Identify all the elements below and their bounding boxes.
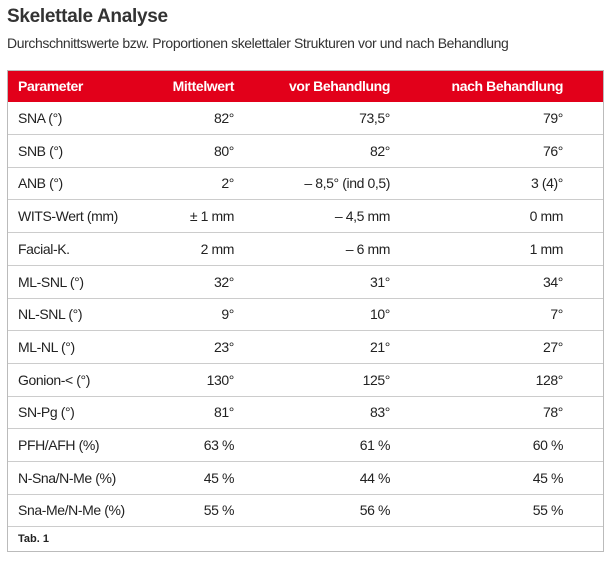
table-cell: ± 1 mm [189,208,235,225]
table-row: SNA (°) 82° 73,5° 79° [8,102,603,135]
table-cell: ML-SNL (°) [18,273,84,290]
table-cell: 73,5° [359,110,390,126]
table-cell: Facial-K. [18,240,70,257]
header-cell: nach Behandlung [451,78,564,94]
table-cell: 44 % [359,469,391,486]
table-caption: Tab. 1 [18,533,49,545]
table-cell: 7° [550,306,563,323]
table-cell: 83° [370,404,390,421]
table-cell: 10° [370,306,390,323]
table-cell: 31° [370,273,390,290]
table-cell: 63 % [203,437,235,453]
header-row: Parameter Mittelwert vor Behandlung nach Be… [8,71,603,102]
table-cell: ML-NL (°) [18,338,75,355]
table-cell: 79° [543,110,563,126]
table-cell: NL-SNL (°) [18,306,83,323]
table-cell: – 8,5° (ind 0,5) [304,175,390,192]
table-cell: 82° [214,110,234,126]
table-cell: SN-Pg (°) [18,404,75,421]
table-cell: 81° [214,404,234,421]
table-cell: 61 % [359,437,391,453]
header-cell: vor Behandlung [289,78,390,94]
table-cell: 45 % [532,469,564,486]
table-cell: ANB (°) [18,175,63,192]
subtitle: Durchschnittswerte bzw. Proportionen ske… [7,35,509,51]
table-cell: 23° [214,338,234,355]
table-cell: 2 mm [200,240,235,257]
table-row: N-Sna/N-Me (%) 45 % 44 % 45 % [8,462,603,495]
table-cell: 9° [221,306,234,323]
table-cell: 45 % [203,469,235,486]
table-row: ML-NL (°) 23° 21° 27° [8,331,603,364]
table-row: Sna-Me/N-Me (%) 55 % 56 % 55 % [8,494,603,528]
table-cell: 130° [206,371,235,388]
table-cell: Sna-Me/N-Me (%) [18,502,125,519]
table-cell: – 4,5 mm [334,208,391,225]
table-cell: 32° [214,273,234,290]
table-row: WITS-Wert (mm) ± 1 mm – 4,5 mm 0 mm [8,200,603,234]
table-cell: SNB (°) [18,142,63,159]
table-cell: 3 (4)° [531,175,563,192]
table-row: NL-SNL (°) 9° 10° 7° [8,298,603,332]
table-cell: Gonion-< (°) [18,371,90,388]
table-row: Gonion-< (°) 130° 125° 128° [8,364,603,397]
table-cell: SNA (°) [18,110,63,126]
table-row: SNB (°) 80° 82° 76° [8,135,603,168]
table-cell: 2° [221,175,234,192]
table-cell: WITS-Wert (mm) [18,208,118,225]
table-row: SN-Pg (°) 81° 83° 78° [8,396,603,430]
table-row: PFH/AFH (%) 63 % 61 % 60 % [8,429,603,462]
table-cell: 21° [370,338,390,355]
title: Skelettale Analyse [7,6,168,27]
table-cell: 1 mm [529,240,564,257]
table-cell: 78° [543,404,563,421]
table-cell: – 6 mm [345,240,391,257]
table-cell: 56 % [359,502,391,519]
table-cell: 55 % [532,502,564,519]
table-cell: 27° [543,338,563,355]
table-cell: 82° [370,142,390,159]
table-row: ANB (°) 2° – 8,5° (ind 0,5) 3 (4)° [8,167,603,201]
table-row: ML-SNL (°) 32° 31° 34° [8,266,603,299]
table-cell: PFH/AFH (%) [18,437,100,453]
table-cell: 55 % [203,502,235,519]
table-cell: N-Sna/N-Me (%) [18,469,116,486]
header-cell: Parameter [18,78,83,94]
table-cell: 76° [543,142,563,159]
table-cell: 125° [362,371,391,388]
table-cell: 34° [543,273,563,290]
header-cell: Mittelwert [172,78,235,94]
table-cell: 128° [535,371,564,388]
table: Tab. 1 Parameter Mittelwert vor Behandlung… [7,70,604,552]
table-row: Facial-K. 2 mm – 6 mm 1 mm [8,233,603,266]
table-cell: 80° [214,142,234,159]
table-cell: 60 % [532,437,564,453]
table-cell: 0 mm [529,208,564,225]
